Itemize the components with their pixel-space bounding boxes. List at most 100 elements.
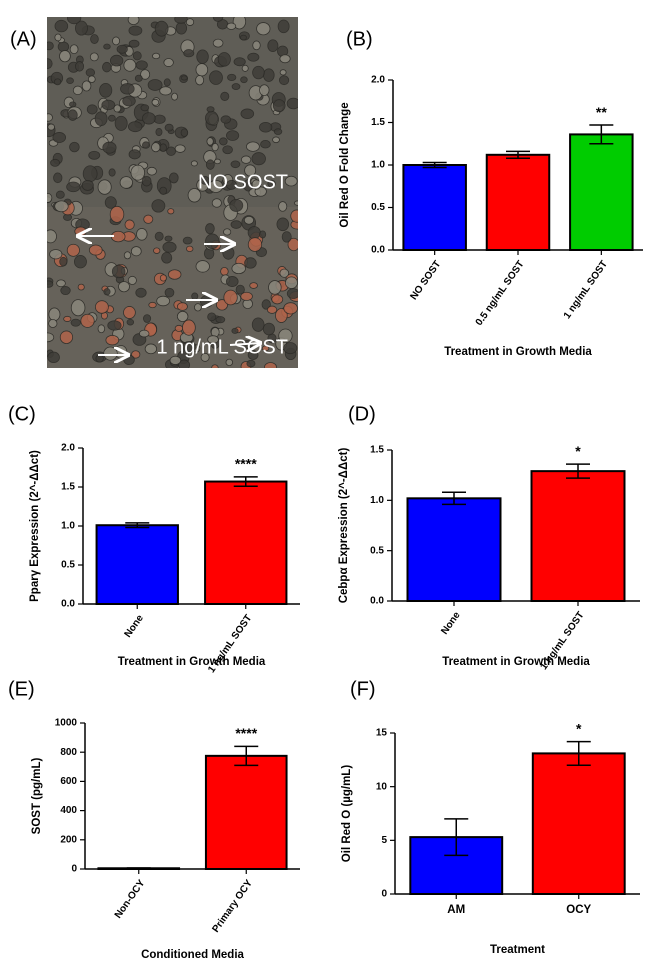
significance: **** xyxy=(235,725,257,741)
cell xyxy=(162,241,177,253)
cell xyxy=(47,58,53,69)
cell xyxy=(168,269,182,280)
cell xyxy=(264,362,277,368)
error-bar xyxy=(126,867,151,870)
cell xyxy=(287,237,298,252)
cell xyxy=(206,106,215,113)
cell xyxy=(66,243,80,257)
cell xyxy=(240,76,248,84)
x-tick-label: AM xyxy=(447,904,465,916)
cell xyxy=(47,192,53,203)
cell xyxy=(123,354,135,366)
y-tick-label: 1.5 xyxy=(61,482,75,493)
cell xyxy=(113,104,122,113)
cell xyxy=(59,330,74,344)
cell xyxy=(278,75,290,86)
cell xyxy=(231,327,239,334)
cell xyxy=(154,20,169,37)
cell xyxy=(48,318,58,328)
cell xyxy=(123,306,136,319)
cell xyxy=(70,299,86,317)
cell xyxy=(52,132,67,143)
cell xyxy=(212,38,224,48)
cell xyxy=(243,215,255,225)
cell xyxy=(105,334,120,346)
cell xyxy=(187,188,202,203)
cell xyxy=(178,359,191,368)
cell xyxy=(275,308,288,323)
cell xyxy=(81,80,92,92)
cell xyxy=(148,301,157,309)
cell xyxy=(60,286,71,296)
cell xyxy=(240,108,255,119)
bar xyxy=(95,524,179,605)
cell xyxy=(249,282,258,289)
cell xyxy=(88,150,101,160)
cell xyxy=(136,228,148,241)
cell xyxy=(127,121,143,133)
cell xyxy=(54,33,62,42)
cell xyxy=(164,287,175,298)
y-tick-label: 0 xyxy=(71,864,77,875)
cell xyxy=(176,310,189,322)
cell xyxy=(283,302,298,315)
cell xyxy=(175,21,188,35)
x-axis-label: Treatment in Growth Media xyxy=(118,656,266,668)
cell xyxy=(259,121,273,133)
cell xyxy=(88,244,103,256)
x-axis-label: Treatment xyxy=(490,944,545,956)
cell xyxy=(159,86,172,96)
cell xyxy=(97,179,112,195)
y-tick-label: 2.0 xyxy=(61,443,75,454)
bar xyxy=(485,153,551,251)
x-tick-label: None xyxy=(123,613,147,640)
cell xyxy=(163,78,171,87)
cell xyxy=(151,98,160,106)
cell xyxy=(156,295,171,307)
cell xyxy=(159,143,167,152)
cell xyxy=(142,141,151,149)
x-tick-label: Primary OCY xyxy=(210,878,255,935)
cell xyxy=(67,109,78,121)
cell xyxy=(155,128,163,137)
panel-label: (D) xyxy=(348,403,376,425)
cell xyxy=(171,92,178,101)
cell xyxy=(130,246,142,257)
y-tick-label: 2.0 xyxy=(371,75,385,86)
cell xyxy=(212,17,224,22)
cell xyxy=(259,84,270,96)
cell xyxy=(233,57,246,67)
cell xyxy=(74,255,87,269)
cell xyxy=(47,123,55,131)
cell xyxy=(81,179,94,191)
x-tick-label: 0.5 ng/mL SOST xyxy=(474,259,527,328)
cell xyxy=(267,39,279,53)
x-tick-label: OCY xyxy=(566,904,591,916)
cell xyxy=(144,343,158,355)
cell xyxy=(70,318,81,327)
cell xyxy=(262,322,275,336)
error-bar xyxy=(506,150,530,159)
cell xyxy=(284,175,298,187)
error-bar xyxy=(444,818,469,857)
cell xyxy=(217,52,231,67)
cell xyxy=(207,312,217,322)
cell xyxy=(244,164,257,177)
cell xyxy=(214,158,221,165)
y-tick-label: 0.0 xyxy=(371,245,385,256)
cell xyxy=(223,289,238,306)
cell xyxy=(278,328,293,344)
cell xyxy=(118,281,130,293)
cell xyxy=(123,58,137,72)
y-tick-label: 0.0 xyxy=(370,596,384,607)
cell xyxy=(122,95,136,107)
photo-label: 1 ng/mL SOST xyxy=(156,336,288,358)
cell xyxy=(220,91,230,101)
cell xyxy=(152,52,161,60)
cell xyxy=(240,291,253,301)
cell xyxy=(272,136,280,144)
cell xyxy=(259,230,267,239)
panel-label: (C) xyxy=(8,403,36,425)
cell xyxy=(256,22,271,36)
cell xyxy=(101,99,116,111)
